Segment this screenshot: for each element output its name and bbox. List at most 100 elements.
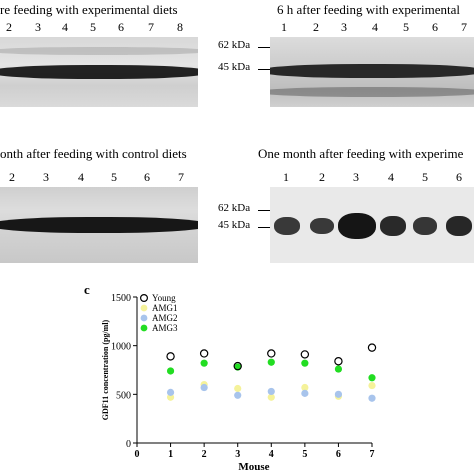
blot-title-mid-left: onth after feeding with control diets [0, 146, 187, 161]
lane-label: 4 [388, 170, 394, 184]
lane-label: 4 [78, 170, 84, 184]
y-tick-label: 1500 [111, 293, 131, 304]
marker-62kda-mid: 62 kDa [218, 202, 251, 214]
point-young [199, 349, 209, 358]
data-points [166, 343, 377, 402]
x-tick-label: 7 [370, 449, 375, 460]
y-ticks: 0 500 1000 1500 [111, 293, 137, 450]
lane-labels-mid-left: 2 3 4 5 6 7 [0, 170, 200, 186]
lane-label: 4 [62, 20, 68, 34]
lane-label: 2 [313, 20, 319, 34]
y-axis-label: GDF11 concentration (pg/ml) [101, 319, 110, 420]
lane-labels-top-left: 2 3 4 5 6 7 8 [0, 20, 200, 36]
lane-label: 1 [281, 20, 287, 34]
band-lane-2 [310, 218, 334, 234]
blot-title-top-right: 6 h after feeding with experimental [277, 2, 461, 17]
y-tick-label: 500 [116, 390, 131, 401]
point-young [166, 352, 175, 361]
x-axis-label: Mouse [238, 461, 269, 473]
lane-label: 2 [9, 170, 15, 184]
point-young [367, 343, 377, 352]
blot-title-top-left: re feeding with experimental diets [0, 2, 178, 17]
panel-letter-c: c [84, 282, 90, 297]
marker-45kda-top-line [258, 69, 270, 70]
point-amg2 [368, 394, 376, 402]
band-lane-3 [338, 213, 376, 239]
legend-label: AMG2 [152, 313, 178, 323]
lane-label: 2 [6, 20, 12, 34]
lane-label: 5 [403, 20, 409, 34]
marker-62kda-top: 62 kDa [218, 39, 251, 51]
lane-label: 6 [456, 170, 462, 184]
y-tick-label: 1000 [111, 342, 131, 353]
band-lower [270, 87, 474, 97]
legend-marker-young [140, 294, 149, 303]
lane-label: 6 [432, 20, 438, 34]
point-amg3 [334, 365, 343, 373]
blot-image-top-right [270, 37, 474, 107]
band-45kda [0, 217, 198, 233]
point-amg3 [166, 367, 175, 375]
marker-62kda-mid-line [258, 210, 270, 211]
legend-label: Young [152, 293, 176, 303]
lane-label: 3 [35, 20, 41, 34]
point-amg2 [200, 383, 208, 392]
x-tick-label: 4 [269, 449, 274, 460]
marker-45kda-mid-line [258, 227, 270, 228]
point-amg1 [267, 393, 275, 401]
lane-labels-mid-right: 1 2 3 4 5 6 [270, 170, 474, 186]
point-amg1 [234, 384, 242, 393]
lane-label: 4 [372, 20, 378, 34]
x-tick-label: 6 [336, 449, 341, 460]
x-tick-label: 3 [235, 449, 240, 460]
point-young [233, 361, 242, 371]
lane-label: 6 [118, 20, 124, 34]
lane-label: 5 [90, 20, 96, 34]
marker-45kda-top: 45 kDa [218, 61, 251, 73]
point-amg2 [334, 390, 343, 398]
blot-image-mid-right [270, 187, 474, 263]
point-amg1 [301, 383, 309, 392]
legend-marker-amg1 [140, 304, 148, 312]
point-amg3 [200, 359, 208, 367]
x-ticks: 0 1 2 3 4 5 6 7 [135, 443, 375, 460]
lane-label: 6 [144, 170, 150, 184]
lane-label: 7 [148, 20, 154, 34]
lane-label: 5 [111, 170, 117, 184]
band-lane-4 [380, 216, 406, 236]
point-young [267, 349, 276, 358]
lane-label: 3 [43, 170, 49, 184]
band-lane-6 [446, 216, 472, 236]
legend-marker-amg3 [140, 324, 148, 332]
blot-image-mid-left [0, 187, 198, 263]
lane-label: 1 [283, 170, 289, 184]
marker-62kda-top-line [258, 47, 270, 48]
x-tick-label: 2 [202, 449, 207, 460]
band-45kda [0, 65, 198, 79]
lane-label: 3 [341, 20, 347, 34]
lane-label: 5 [422, 170, 428, 184]
legend-label: AMG1 [152, 303, 178, 313]
lane-labels-top-right: 1 2 3 4 5 6 7 [270, 20, 474, 36]
blot-title-mid-right: One month after feeding with experime [258, 146, 464, 161]
marker-45kda-mid: 45 kDa [218, 219, 251, 231]
x-tick-label: 1 [168, 449, 173, 460]
lane-label: 7 [178, 170, 184, 184]
band-45kda [270, 64, 474, 78]
point-amg3 [267, 358, 275, 366]
lane-label: 3 [353, 170, 359, 184]
lane-label: 7 [461, 20, 467, 34]
point-amg2 [166, 388, 175, 396]
point-amg2 [267, 387, 275, 396]
x-tick-label: 5 [302, 449, 307, 460]
point-amg1 [368, 381, 376, 390]
blot-image-top-left [0, 37, 198, 107]
lane-label: 8 [177, 20, 183, 34]
x-tick-label: 0 [135, 449, 140, 460]
point-amg2 [301, 389, 309, 397]
point-young [300, 350, 310, 359]
y-tick-label: 0 [126, 439, 131, 450]
legend-marker-amg2 [140, 314, 148, 322]
